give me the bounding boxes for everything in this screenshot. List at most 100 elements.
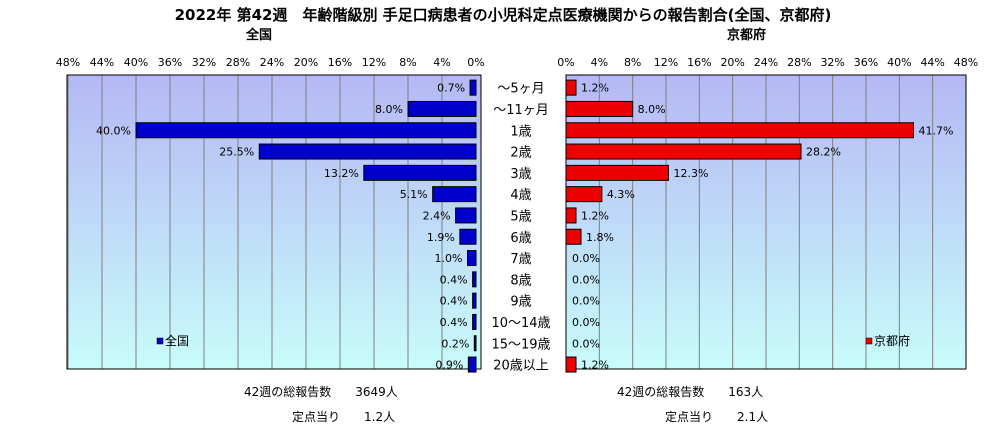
national-tick-label: 32% (192, 56, 216, 69)
kyoto-legend-label: 京都府 (874, 333, 910, 348)
kyoto-bar (565, 164, 669, 181)
age-category-label: 2歳 (510, 146, 531, 161)
age-category-label: 3歳 (510, 167, 531, 182)
kyoto-bar (565, 207, 577, 224)
national-bar (473, 335, 477, 352)
national-value-label: 25.5% (219, 146, 254, 159)
national-value-label: 0.4% (440, 316, 468, 329)
age-category-label: 20歳以上 (493, 359, 549, 374)
kyoto-value-label: 8.0% (638, 103, 666, 116)
kyoto-bar (565, 228, 582, 245)
national-value-label: 13.2% (324, 167, 359, 180)
kyoto-tick-label: 32% (820, 56, 844, 69)
national-bar (407, 100, 477, 117)
national-value-label: 0.2% (441, 337, 469, 350)
kyoto-value-label: 1.2% (581, 359, 609, 372)
national-tick-label: 20% (294, 56, 318, 69)
kyoto-value-label: 0.0% (572, 316, 600, 329)
kyoto-value-label: 41.7% (919, 124, 954, 137)
kyoto-total-reports: 42週の総報告数 163人 (617, 385, 764, 399)
kyoto-value-label: 12.3% (674, 167, 709, 180)
kyoto-bar (565, 122, 914, 139)
national-tick-label: 8% (399, 56, 416, 69)
kyoto-tick-label: 12% (654, 56, 678, 69)
national-value-label: 5.1% (400, 188, 428, 201)
national-plot-area (67, 75, 481, 369)
national-total-reports: 42週の総報告数 3649人 (244, 385, 398, 399)
national-tick-label: 0% (467, 56, 484, 69)
kyoto-legend-swatch (865, 337, 873, 345)
national-bar (258, 143, 477, 160)
kyoto-tick-label: 20% (720, 56, 744, 69)
kyoto-tick-label: 44% (920, 56, 944, 69)
national-bar (455, 207, 477, 224)
national-subtitle: 全国 (246, 28, 273, 43)
national-value-label: 0.7% (437, 82, 465, 95)
kyoto-tick-label: 24% (754, 56, 778, 69)
age-category-label: 8歳 (510, 273, 531, 288)
age-category-label: 4歳 (510, 188, 531, 203)
national-value-label: 2.4% (423, 209, 451, 222)
national-value-label: 0.4% (440, 273, 468, 286)
national-tick-label: 4% (433, 56, 450, 69)
national-tick-label: 12% (362, 56, 386, 69)
national-legend-swatch (156, 337, 164, 345)
national-value-label: 1.0% (435, 252, 463, 265)
national-bar (472, 313, 477, 330)
national-value-label: 8.0% (375, 103, 403, 116)
kyoto-value-label: 0.0% (572, 337, 600, 350)
kyoto-tick-label: 28% (787, 56, 811, 69)
chart-title: 2022年 第42週 年齢階級別 手足口病患者の小児科定点医療機関からの報告割合… (174, 6, 832, 24)
kyoto-bar (565, 186, 603, 203)
kyoto-tick-label: 40% (887, 56, 911, 69)
national-value-label: 40.0% (96, 124, 131, 137)
age-category-label: 5歳 (510, 209, 531, 224)
kyoto-value-label: 0.0% (572, 252, 600, 265)
national-value-label: 1.9% (427, 231, 455, 244)
kyoto-bar (565, 143, 802, 160)
national-tick-label: 24% (260, 56, 284, 69)
kyoto-value-label: 0.0% (572, 273, 600, 286)
kyoto-subtitle: 京都府 (727, 28, 767, 43)
national-tick-label: 28% (226, 56, 250, 69)
national-value-label: 0.4% (440, 295, 468, 308)
national-bar (467, 250, 477, 267)
national-bar (469, 79, 477, 96)
national-tick-label: 40% (124, 56, 148, 69)
kyoto-bar (565, 79, 577, 96)
national-legend-label: 全国 (165, 333, 189, 348)
kyoto-per-sentinel: 定点当り 2.1人 (665, 410, 769, 424)
national-bar (135, 122, 477, 139)
national-tick-label: 44% (90, 56, 114, 69)
national-tick-label: 16% (328, 56, 352, 69)
age-category-label: 7歳 (510, 252, 531, 267)
kyoto-value-label: 28.2% (806, 146, 841, 159)
kyoto-bar (565, 100, 634, 117)
national-value-label: 0.9% (435, 359, 463, 372)
national-bar (472, 292, 477, 309)
kyoto-tick-label: 0% (557, 56, 574, 69)
kyoto-value-label: 4.3% (607, 188, 635, 201)
kyoto-value-label: 0.0% (572, 295, 600, 308)
age-category-label: 15～19歳 (491, 337, 550, 352)
national-bar (467, 356, 477, 373)
national-plot-border (66, 74, 482, 370)
national-per-sentinel: 定点当り 1.2人 (292, 410, 396, 424)
age-category-label: 10～14歳 (491, 316, 550, 331)
age-category-label: 6歳 (510, 231, 531, 246)
age-category-label: ～5ヶ月 (497, 82, 544, 97)
kyoto-tick-label: 4% (591, 56, 608, 69)
kyoto-bar (565, 356, 577, 373)
national-bar (432, 186, 477, 203)
kyoto-value-label: 1.8% (586, 231, 614, 244)
kyoto-tick-label: 48% (954, 56, 978, 69)
national-bar (472, 271, 477, 288)
kyoto-value-label: 1.2% (581, 209, 609, 222)
national-bar (363, 164, 477, 181)
kyoto-value-label: 1.2% (581, 82, 609, 95)
age-category-label: ～11ヶ月 (493, 103, 549, 118)
age-category-label: 9歳 (510, 295, 531, 310)
national-bar (459, 228, 477, 245)
national-tick-label: 48% (56, 56, 80, 69)
